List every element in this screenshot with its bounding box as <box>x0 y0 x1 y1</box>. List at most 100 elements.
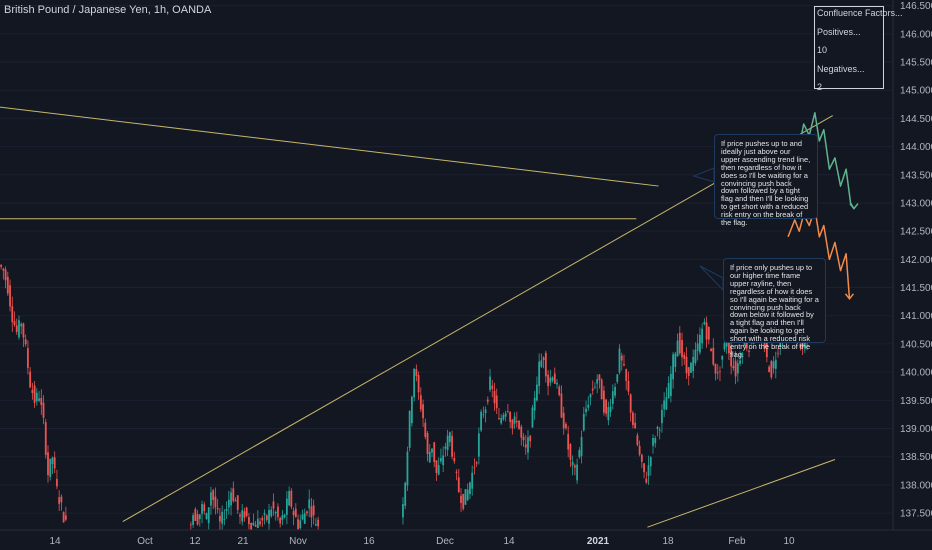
candle-body <box>663 400 666 410</box>
candle-body <box>614 386 616 396</box>
price-tick-label: 141.500 <box>900 283 932 294</box>
candle-body <box>714 363 717 374</box>
candle-body <box>410 396 413 424</box>
candle-body <box>308 499 311 509</box>
candle-body <box>658 429 661 431</box>
candle-body <box>33 385 36 403</box>
candle-body <box>587 404 590 408</box>
candle-body <box>544 352 547 377</box>
candle-body <box>457 477 460 492</box>
candle-body <box>723 343 726 350</box>
candle-body <box>250 522 253 532</box>
candle-body <box>402 504 404 518</box>
candle-body <box>283 514 286 518</box>
candle-body <box>652 438 654 446</box>
candle-body <box>531 407 534 428</box>
candle-body <box>732 365 735 369</box>
candle-body <box>241 510 244 522</box>
candle-body <box>56 478 58 487</box>
candle-body <box>18 320 20 338</box>
candle-body <box>303 513 306 524</box>
candle-body <box>413 368 416 398</box>
candle-body <box>234 500 237 502</box>
time-tick-label: 12 <box>189 536 201 547</box>
candle-body <box>2 268 5 271</box>
confluence-box: Confluence Factors... Positives... 10 Ne… <box>814 6 903 92</box>
candle-body <box>466 489 469 501</box>
price-tick-label: 142.500 <box>900 227 932 238</box>
candle-body <box>274 511 277 514</box>
candle-body <box>772 361 775 369</box>
candle-body <box>569 444 572 460</box>
candle-body <box>212 490 215 501</box>
candle-body <box>768 366 770 372</box>
candle-body <box>549 377 552 383</box>
price-tick-label: 141.000 <box>900 311 932 322</box>
candle-body <box>279 517 282 524</box>
candle-body <box>620 355 623 361</box>
candle-body <box>696 343 699 351</box>
candle-body <box>35 392 38 402</box>
time-tick-label: 10 <box>783 536 795 547</box>
time-tick-label: Dec <box>436 536 454 547</box>
candle-body <box>734 360 737 377</box>
candle-body <box>698 334 701 353</box>
candle-body <box>578 450 581 458</box>
confluence-title: Confluence Factors... <box>817 8 903 18</box>
candle-body <box>473 467 476 469</box>
candle-body <box>582 413 585 431</box>
upper-trendline-note[interactable]: If price pushes up to and ideally just a… <box>714 134 818 227</box>
candle-body <box>437 465 440 475</box>
candle-body <box>748 350 750 352</box>
lower-projection-path[interactable] <box>787 207 851 299</box>
candle-body <box>245 507 248 516</box>
candle-body <box>11 306 14 323</box>
candle-body <box>306 511 308 514</box>
candle-body <box>58 497 61 504</box>
candle-body <box>573 465 576 468</box>
candle-body <box>609 406 612 412</box>
candle-body <box>605 399 608 414</box>
candle-body <box>616 374 619 382</box>
candle-body <box>520 426 523 438</box>
candle-body <box>705 322 708 340</box>
candle-body <box>529 435 532 442</box>
candle-body <box>31 389 34 394</box>
candle-body <box>562 412 565 429</box>
candle-body <box>661 409 663 424</box>
candle-body <box>482 414 485 416</box>
candle-body <box>469 482 471 495</box>
descending-trendline[interactable] <box>0 106 659 187</box>
candle-body <box>272 501 275 509</box>
candle-body <box>589 394 592 398</box>
lower-ascending-trendline[interactable] <box>647 459 836 528</box>
candle-body <box>281 515 284 520</box>
candle-body <box>451 435 453 457</box>
candle-body <box>640 454 643 462</box>
candle-body <box>38 398 40 401</box>
rayline-note[interactable]: If price only pushes up to our higher ti… <box>723 258 826 358</box>
candle-body <box>643 463 645 473</box>
candle-body <box>444 446 447 449</box>
price-axis: 146.500 146.000 145.500 145.000 144.500 144.0… <box>892 0 932 550</box>
candle-body <box>201 504 203 514</box>
candle-body <box>239 514 241 517</box>
candle-body <box>799 343 802 348</box>
candle-body <box>687 367 690 376</box>
candle-body <box>770 361 773 378</box>
candle-body <box>629 394 632 413</box>
candle-body <box>310 506 313 518</box>
candle-body <box>433 442 436 463</box>
price-tick-label: 138.000 <box>900 480 932 491</box>
price-tick-label: 145.500 <box>900 58 932 69</box>
candle-body <box>511 419 514 429</box>
time-axis: 14 Oct 12 21 Nov 16 Dec 14 2021 18 Feb 10 <box>0 529 932 550</box>
candle-body <box>765 341 768 358</box>
candle-body <box>0 265 3 267</box>
candle-body <box>741 353 744 356</box>
candle-body <box>707 326 710 340</box>
candle-body <box>745 341 748 349</box>
candle-body <box>455 471 458 473</box>
candle-body <box>672 354 674 380</box>
